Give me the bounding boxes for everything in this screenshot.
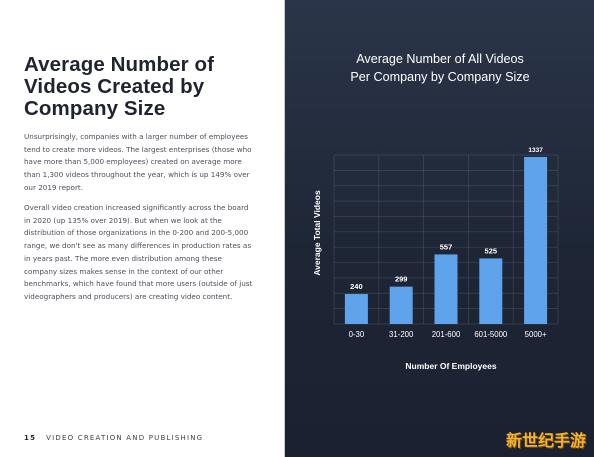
section-name: VIDEO CREATION AND PUBLISHING bbox=[46, 434, 204, 442]
x-axis-label: Number Of Employees bbox=[405, 361, 496, 371]
page-number: 15 bbox=[24, 434, 37, 442]
bar-chart: 240 0-30 299 31-200 557 201-600 525 601-5000 133… bbox=[312, 147, 559, 371]
data-label: 525 bbox=[485, 246, 498, 255]
bar-0-30 bbox=[344, 294, 368, 324]
grid-lines bbox=[333, 154, 559, 325]
chart-title-line-2: Per Company by Company Size bbox=[350, 70, 530, 84]
text-column: Average Number of Videos Created by Comp… bbox=[0, 0, 284, 457]
bar-31-200 bbox=[389, 286, 413, 324]
x-tick-label: 5000+ bbox=[525, 330, 547, 339]
x-tick-label: 601-5000 bbox=[474, 330, 508, 339]
bar-201-600 bbox=[434, 254, 458, 324]
bar-601-5000 bbox=[479, 258, 503, 324]
data-label: 240 bbox=[350, 282, 363, 291]
data-label: 1337 bbox=[528, 147, 543, 154]
page-title: Average Number of Videos Created by Comp… bbox=[24, 53, 215, 120]
x-tick-label: 31-200 bbox=[389, 330, 414, 339]
x-tick-label: 201-600 bbox=[432, 330, 461, 339]
data-label: 557 bbox=[440, 242, 453, 251]
labels: 240 0-30 299 31-200 557 201-600 525 601-5000 133… bbox=[349, 147, 547, 339]
chart-panel: Average Number of All Videos Per Company… bbox=[284, 0, 594, 457]
chart-title-line-1: Average Number of All Videos bbox=[356, 52, 524, 66]
watermark-logo: 新世纪手游 bbox=[505, 431, 586, 450]
page-footer: 15 VIDEO CREATION AND PUBLISHING bbox=[24, 434, 203, 442]
x-tick-label: 0-30 bbox=[349, 330, 365, 339]
y-axis-label: Average Total Videos bbox=[312, 190, 322, 276]
bars bbox=[344, 157, 548, 324]
chart-title: Average Number of All Videos Per Company… bbox=[285, 50, 594, 86]
data-label: 299 bbox=[395, 275, 408, 284]
body-paragraph-1: Unsurprisingly, companies with a larger … bbox=[24, 132, 252, 192]
body-paragraph-2: Overall video creation increased signifi… bbox=[24, 203, 253, 301]
bar-5000+ bbox=[524, 157, 548, 324]
